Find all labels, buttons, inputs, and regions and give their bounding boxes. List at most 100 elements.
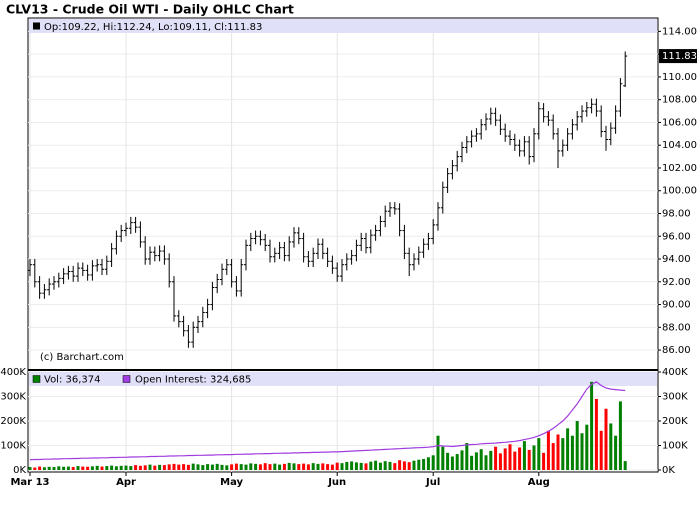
volume-bar [282, 463, 286, 470]
volume-bar [148, 464, 152, 470]
volume-bar [618, 401, 622, 470]
legend-swatch [122, 375, 131, 383]
last-price-label: 111.83 [662, 51, 697, 62]
volume-bar [364, 463, 368, 470]
last-price-box [659, 49, 697, 64]
volume-bar [210, 464, 214, 470]
volume-bar [450, 456, 454, 470]
volume-bar [306, 464, 310, 470]
volume-bar [623, 461, 627, 470]
y-tick-label: 400K [662, 367, 688, 378]
volume-bar [537, 438, 541, 470]
y-tick-label: 90.00 [662, 300, 691, 311]
volume-bar [388, 461, 392, 470]
volume-bar [153, 465, 157, 470]
volume-bar [407, 462, 411, 470]
volume-bar [273, 463, 277, 470]
legend-label: Open Interest: 324,685 [135, 375, 251, 386]
volume-bar [167, 464, 171, 470]
volume-bar [71, 467, 75, 470]
volume-bar [110, 465, 114, 470]
volume-bar [95, 465, 99, 470]
volume-bar [532, 445, 536, 470]
y-tick-label: 92.00 [662, 277, 691, 288]
y-tick-label: 104.00 [662, 140, 697, 151]
annotation: (c) Barchart.com [40, 352, 124, 363]
volume-bar [446, 452, 450, 470]
volume-bar [100, 466, 104, 470]
volume-bar [350, 461, 354, 470]
volume-bar [66, 466, 70, 470]
volume-bar [570, 435, 574, 470]
volume-bar [489, 450, 493, 470]
x-tick-label: Mar 13 [10, 477, 49, 488]
volume-bar [278, 464, 282, 470]
volume-bar [326, 464, 330, 470]
volume-bar [292, 463, 296, 470]
volume-bar [258, 464, 262, 470]
y-tick-label: 100K [662, 441, 688, 452]
price-pane [27, 17, 659, 371]
ohlc-legend: Op:109.22, Hi:112.24, Lo:109.11, Cl:111.… [44, 22, 262, 33]
volume-bar [575, 421, 579, 470]
volume-bar [604, 408, 608, 470]
volume-bar [465, 443, 469, 470]
volume-bar [455, 454, 459, 470]
volume-bar [470, 455, 474, 470]
volume-bar [42, 467, 46, 470]
y-tick-label: 300K [662, 392, 688, 403]
volume-bar [268, 464, 272, 470]
volume-bar [609, 423, 613, 470]
volume-bar [215, 463, 219, 470]
volume-bar [172, 463, 176, 470]
volume-bar [546, 430, 550, 470]
y-tick-label: 88.00 [662, 322, 691, 333]
volume-bar [311, 463, 315, 470]
volume-bar [225, 465, 229, 470]
legend-label: Vol: 36,374 [44, 375, 101, 386]
volume-bar [393, 463, 397, 470]
volume-bar [422, 458, 426, 470]
volume-bar [585, 424, 589, 470]
y-tick-label: 96.00 [662, 231, 691, 242]
volume-bar [321, 463, 325, 470]
volume-bar [378, 462, 382, 470]
volume-bar [134, 465, 138, 470]
volume-bar [124, 465, 128, 470]
volume-bar [201, 465, 205, 470]
volume-bar [90, 466, 94, 470]
volume-bar [527, 449, 531, 470]
y-tick-label: 94.00 [662, 254, 691, 265]
volume-bar [335, 462, 339, 470]
volume-bar [412, 460, 416, 470]
volume-bar [374, 460, 378, 470]
y-tick-label: 100.00 [662, 186, 697, 197]
volume-bar [158, 464, 162, 470]
volume-bar [38, 466, 42, 470]
volume-bar [460, 450, 464, 470]
volume-bar [522, 441, 526, 470]
volume-bar [105, 466, 109, 470]
volume-bar [561, 438, 565, 470]
volume-bar [494, 446, 498, 470]
volume-bar [254, 463, 258, 470]
volume-bar [162, 465, 166, 470]
volume-bar [138, 465, 142, 470]
volume-bar [81, 466, 85, 470]
x-tick-label: Apr [116, 477, 136, 488]
volume-bar [566, 428, 570, 470]
y-tick-label: 0K [662, 465, 675, 476]
volume-bar [402, 461, 406, 470]
volume-bar [182, 464, 186, 470]
y-tick-label: 200K [0, 416, 26, 427]
volume-bar [297, 464, 301, 470]
volume-bar [62, 466, 66, 470]
volume-bar [484, 455, 488, 470]
volume-bar [33, 467, 37, 470]
x-tick-label: May [220, 477, 243, 488]
volume-bar [431, 455, 435, 470]
x-tick-label: Aug [528, 477, 550, 488]
volume-bar [302, 463, 306, 470]
volume-bar [220, 464, 224, 470]
